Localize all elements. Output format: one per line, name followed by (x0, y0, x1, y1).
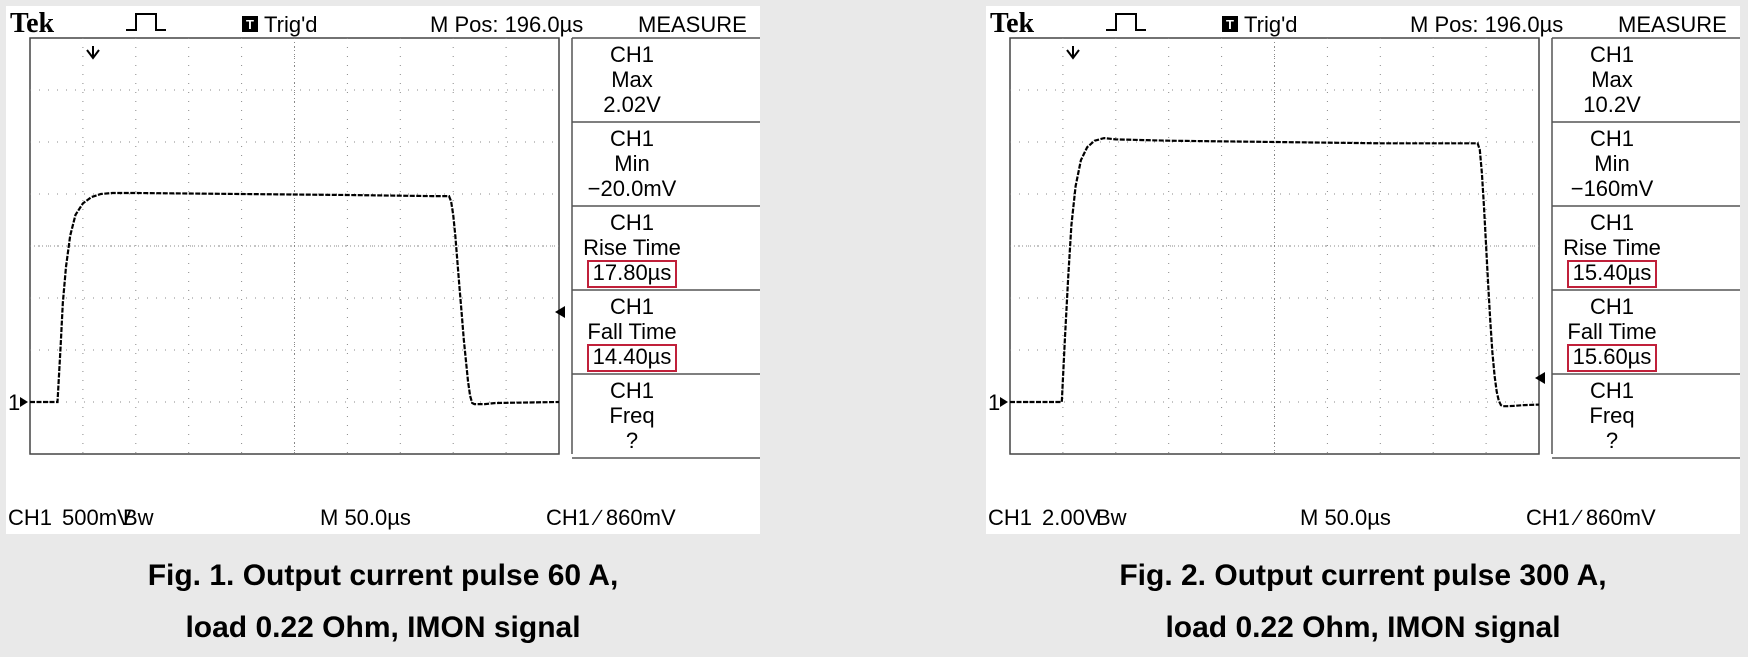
measure-title: MEASURE (1618, 12, 1727, 37)
measure-value-highlight (587, 260, 677, 288)
measure-value: 10.2V (1583, 92, 1641, 117)
measure-value-highlight (1567, 260, 1657, 288)
measure-label: Freq (1589, 403, 1634, 428)
scope-svg: Tek T Trig'd M Pos: 196.0µs 1 MEASURE CH… (988, 8, 1740, 530)
measure-value: ? (626, 428, 638, 453)
ground-marker-arrow-icon (20, 397, 28, 407)
scope-screen-2: Tek T Trig'd M Pos: 196.0µs 1 MEASURE CH… (986, 6, 1740, 534)
graticule (29, 37, 560, 455)
measure-value: −160mV (1571, 176, 1654, 201)
trigger-status-icon (1222, 16, 1238, 32)
ch1-ground-marker: 1 (8, 390, 20, 415)
m-pos-readout: M Pos: 196.0µs (1410, 12, 1563, 37)
ch1-trace (1010, 136, 1540, 408)
measure-ch-label: CH1 (1590, 126, 1634, 151)
measure-label: Min (1594, 151, 1629, 176)
ch1-trace (30, 191, 560, 406)
trigger-position-arrow-icon (1066, 46, 1080, 60)
measure-title: MEASURE (638, 12, 747, 37)
footer-scale: 500mV (62, 505, 132, 530)
caption-line-1: Fig. 1. Output current pulse 60 A, (147, 559, 619, 592)
measure-value: ? (1606, 428, 1618, 453)
figure-caption-1: Fig. 1. Output current pulse 60 A, load … (6, 550, 760, 654)
measure-ch-label: CH1 (610, 210, 654, 235)
measure-label: Fall Time (1567, 319, 1656, 344)
ground-marker-arrow-icon (1000, 397, 1008, 407)
caption-line-2: load 0.22 Ohm, IMON signal (185, 611, 581, 644)
svg-text:T: T (1226, 17, 1234, 32)
tek-logo: Tek (10, 8, 55, 39)
measure-ch-label: CH1 (1590, 294, 1634, 319)
footer-scale: 2.00V (1042, 505, 1100, 530)
trigger-status: Trig'd (264, 12, 318, 37)
footer-trigger: CH1 ∕ 860mV (546, 505, 676, 530)
scope-screen-1: Tek T Trig'd M Pos: 196.0µs 1 MEASURE CH… (6, 6, 760, 534)
measure-label: Rise Time (583, 235, 681, 260)
graticule (1009, 37, 1540, 455)
footer-channel: CH1 (988, 505, 1032, 530)
measure-value: 15.60µs (1573, 344, 1652, 369)
measure-label: Fall Time (587, 319, 676, 344)
measure-ch-label: CH1 (610, 42, 654, 67)
measure-label: Max (611, 67, 653, 92)
measure-ch-label: CH1 (610, 126, 654, 151)
measure-ch-label: CH1 (610, 378, 654, 403)
trigger-level-arrow-icon (1535, 372, 1545, 384)
tek-logo: Tek (990, 8, 1035, 39)
measure-value: 14.40µs (593, 344, 672, 369)
measure-label: Min (614, 151, 649, 176)
caption-line-1: Fig. 2. Output current pulse 300 A, (1119, 559, 1607, 592)
footer-bw-mark: Bw (123, 505, 154, 530)
measure-ch-label: CH1 (1590, 210, 1634, 235)
measure-value-highlight (1567, 344, 1657, 372)
trigger-edge-icon (126, 13, 166, 31)
measure-label: Max (1591, 67, 1633, 92)
measure-ch-label: CH1 (610, 294, 654, 319)
trigger-status-icon (242, 16, 258, 32)
trigger-position-arrow-icon (86, 46, 100, 60)
measure-value: 15.40µs (1573, 260, 1652, 285)
footer-timebase: M 50.0µs (320, 505, 411, 530)
svg-text:T: T (246, 17, 254, 32)
trigger-edge-icon (1106, 13, 1146, 31)
measure-ch-label: CH1 (1590, 378, 1634, 403)
ch1-ground-marker: 1 (988, 390, 1000, 415)
m-pos-readout: M Pos: 196.0µs (430, 12, 583, 37)
footer-channel: CH1 (8, 505, 52, 530)
measure-value-highlight (587, 344, 677, 372)
footer-bw-mark: Bw (1096, 505, 1127, 530)
measure-value: 2.02V (603, 92, 661, 117)
measure-value: −20.0mV (588, 176, 677, 201)
footer-timebase: M 50.0µs (1300, 505, 1391, 530)
trigger-status: Trig'd (1244, 12, 1298, 37)
trigger-level-arrow-icon (555, 306, 565, 318)
caption-line-2: load 0.22 Ohm, IMON signal (1165, 611, 1561, 644)
measure-label: Freq (609, 403, 654, 428)
scope-svg: Tek T Trig'd M Pos: 196.0µs 1 MEASURE CH… (8, 8, 760, 530)
figure-caption-2: Fig. 2. Output current pulse 300 A, load… (986, 550, 1740, 654)
measure-ch-label: CH1 (1590, 42, 1634, 67)
measure-label: Rise Time (1563, 235, 1661, 260)
measure-value: 17.80µs (593, 260, 672, 285)
footer-trigger: CH1 ∕ 860mV (1526, 505, 1656, 530)
